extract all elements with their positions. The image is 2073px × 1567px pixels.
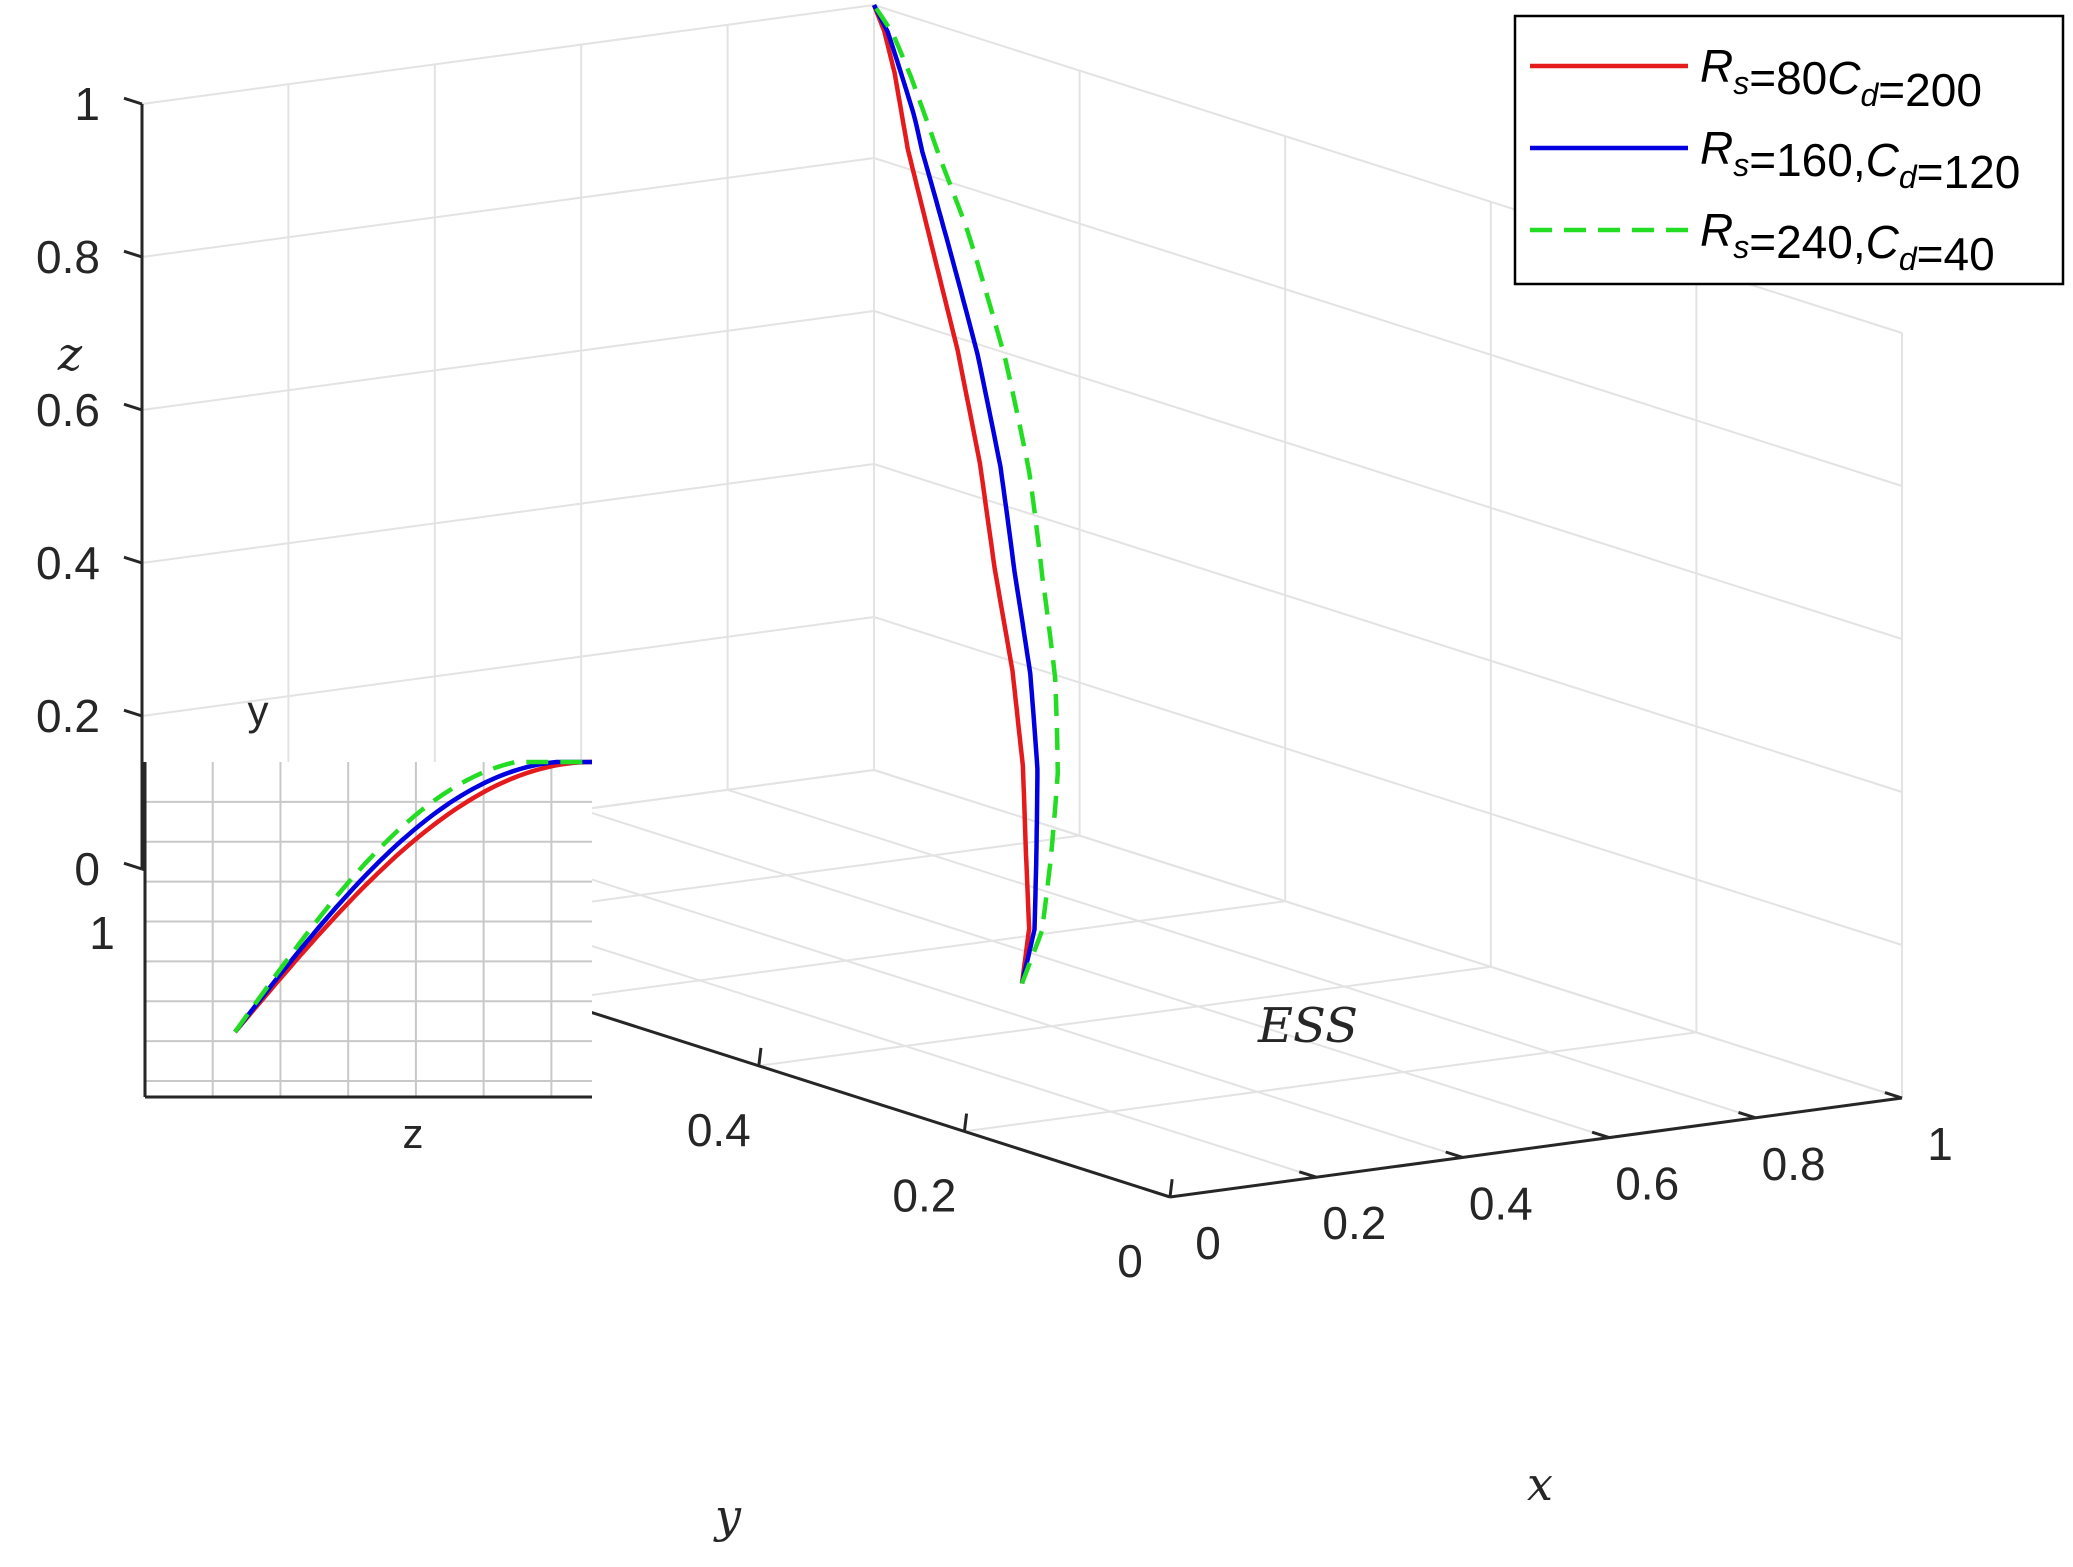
series-line-2 <box>872 3 1040 985</box>
series-line-1 <box>871 4 1032 984</box>
inset-series <box>233 759 593 1034</box>
inset-series-line-1 <box>233 759 593 1034</box>
x-tick <box>1884 1091 1903 1100</box>
gridline-floor-x <box>727 788 1756 1119</box>
legend-label-part: =120 <box>1917 146 2021 198</box>
inset-y-label: y <box>248 687 269 734</box>
gridline-floor-x <box>873 769 1903 1099</box>
x-axis-title: x <box>1527 1457 1553 1511</box>
legend-label-part: s <box>1733 65 1749 101</box>
legend-label-part: d <box>1861 77 1880 113</box>
gridline-floor-y <box>553 900 1286 1002</box>
annotation-ess: ESS <box>1257 998 1358 1054</box>
z-tick-label: 0 <box>74 843 100 895</box>
legend-label-part: R <box>1700 122 1733 174</box>
x-tick-label: 0.8 <box>1762 1138 1826 1190</box>
legend-label-part: =80 <box>1749 52 1827 104</box>
gridline-wall-y1-z <box>141 616 875 717</box>
gridline-wall-x1-z <box>873 616 1903 946</box>
y-axis-title: y <box>713 1489 742 1543</box>
x-tick-label: 1 <box>1927 1118 1953 1170</box>
z-tick-label: 0.4 <box>36 537 100 589</box>
y-tick <box>962 1113 969 1132</box>
legend-label-part: d <box>1899 241 1918 277</box>
gridline-floor-x <box>580 808 1610 1139</box>
inset-series-line-3 <box>233 759 592 1034</box>
legend-label-part: d <box>1899 159 1918 195</box>
series-line-3 <box>872 3 1061 985</box>
z-tick <box>123 861 143 871</box>
x-tick-label: 0.2 <box>1322 1197 1386 1249</box>
gridline-wall-y1-z <box>141 157 875 258</box>
z-tick <box>123 96 143 106</box>
legend-label-part: s <box>1733 229 1749 265</box>
z-tick-label: 0.6 <box>36 384 100 436</box>
legend-label-part: =200 <box>1878 64 1982 116</box>
legend-label-part: =40 <box>1917 228 1995 280</box>
z-tick <box>123 402 143 412</box>
legend-label-part: R <box>1700 204 1733 256</box>
gridline-wall-x1-z <box>873 463 1903 793</box>
series-layer <box>871 3 1061 985</box>
x-tick-label: 0.4 <box>1469 1177 1533 1229</box>
legend-label-1: Rs=80Cd=200 <box>1700 40 1982 116</box>
x-tick <box>1738 1110 1757 1120</box>
z-tick-label: 0.2 <box>36 690 100 742</box>
gridline-wall-x1-z <box>873 310 1903 640</box>
z-tick <box>123 555 143 565</box>
y-tick-label: 0.2 <box>892 1169 956 1221</box>
x-tick <box>1445 1150 1464 1159</box>
x-tick <box>1152 1190 1171 1199</box>
gridline-floor-x <box>434 828 1464 1159</box>
legend-label-3: Rs=240,Cd=40 <box>1700 204 1995 280</box>
legend-label-part: =160, <box>1749 134 1865 186</box>
y-tick <box>1168 1178 1174 1198</box>
x-axis-line <box>1169 1096 1903 1199</box>
legend-label-part: C <box>1866 216 1900 268</box>
legend-label-2: Rs=160,Cd=120 <box>1700 122 2020 198</box>
y-tick-label: 1 <box>89 907 115 959</box>
gridline-wall-y1-z <box>141 4 875 105</box>
inset-grid <box>145 762 592 1097</box>
z-tick <box>123 708 143 718</box>
legend-label-part: =240, <box>1749 216 1865 268</box>
z-tick-label: 1 <box>74 78 100 130</box>
y-tick-label: 0.4 <box>687 1104 751 1156</box>
legend-label-part: C <box>1866 134 1900 186</box>
gridline-wall-y1-z <box>141 310 875 411</box>
y-tick-label: 0 <box>1117 1235 1143 1287</box>
z-tick <box>123 249 143 259</box>
x-tick-label: 0.6 <box>1615 1158 1679 1210</box>
gridline-wall-y1-z <box>141 463 875 564</box>
gridline-floor-y <box>964 1031 1697 1133</box>
gridline-floor-y <box>758 965 1491 1067</box>
gridline-wall-x1-z <box>873 157 1903 487</box>
inset-x-label: z <box>403 1110 424 1157</box>
legend-label-part: R <box>1700 40 1733 92</box>
z-tick-label: 0.8 <box>36 231 100 283</box>
inset-plot: z y <box>143 687 593 1157</box>
x-tick <box>1591 1130 1610 1140</box>
y-tick <box>757 1047 763 1066</box>
z-axis-title: z <box>57 327 83 381</box>
x-tick <box>1298 1170 1317 1179</box>
x-tick-label: 0 <box>1195 1217 1221 1269</box>
inset-series-line-2 <box>233 759 592 1034</box>
legend-label-part: s <box>1733 147 1749 183</box>
legend-label-part: C <box>1827 52 1861 104</box>
